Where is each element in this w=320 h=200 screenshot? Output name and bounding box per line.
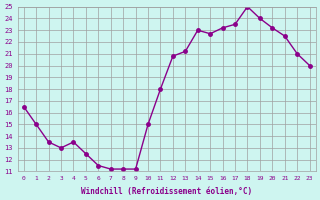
- X-axis label: Windchill (Refroidissement éolien,°C): Windchill (Refroidissement éolien,°C): [81, 187, 252, 196]
